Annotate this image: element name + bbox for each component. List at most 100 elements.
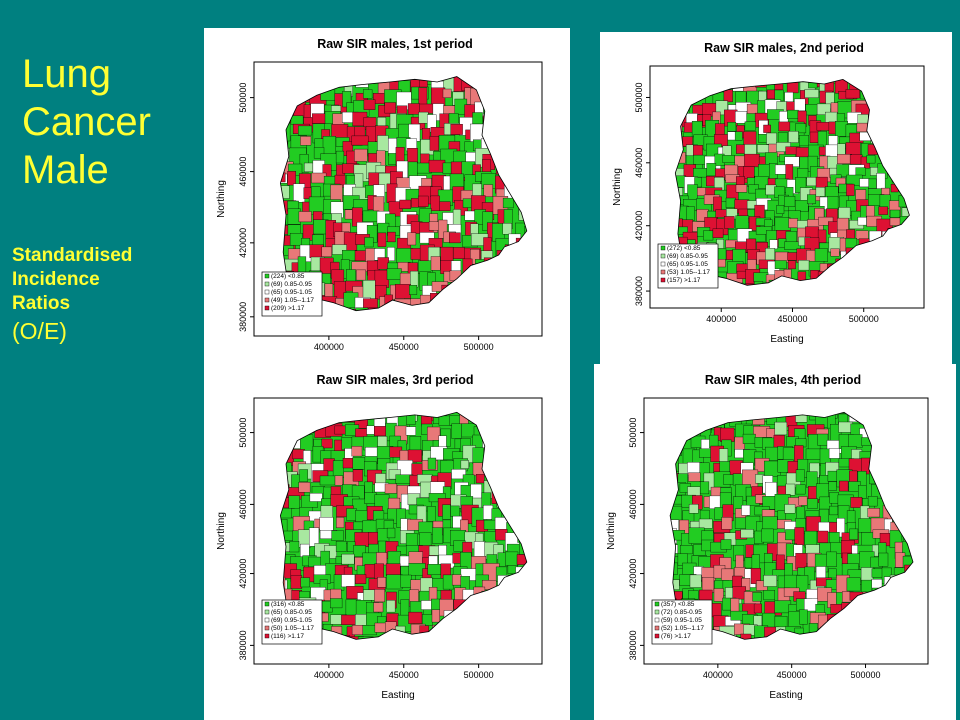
district bbox=[257, 104, 268, 119]
district bbox=[877, 247, 888, 261]
district bbox=[472, 400, 483, 409]
district bbox=[859, 178, 870, 188]
district bbox=[867, 253, 879, 266]
district bbox=[420, 294, 432, 307]
y-axis-label: Northing bbox=[216, 180, 227, 218]
district bbox=[515, 100, 525, 110]
district bbox=[269, 135, 277, 150]
district bbox=[694, 68, 709, 76]
district bbox=[736, 296, 745, 313]
district bbox=[762, 516, 778, 530]
district bbox=[363, 89, 373, 99]
district bbox=[909, 270, 910, 283]
district bbox=[395, 310, 405, 311]
district bbox=[309, 79, 323, 91]
district bbox=[495, 286, 507, 304]
district bbox=[788, 131, 799, 143]
district bbox=[911, 533, 913, 544]
district bbox=[742, 433, 756, 444]
map-svg-2: Raw SIR males, 2nd period 380000 420000 460… bbox=[612, 41, 925, 345]
district bbox=[454, 623, 467, 639]
district bbox=[300, 76, 318, 81]
district bbox=[798, 79, 810, 82]
district bbox=[724, 216, 735, 229]
district bbox=[450, 320, 463, 338]
district bbox=[828, 568, 837, 579]
district bbox=[846, 577, 861, 592]
district bbox=[784, 196, 796, 207]
district bbox=[331, 626, 343, 640]
district bbox=[518, 438, 527, 451]
district bbox=[878, 437, 891, 451]
district bbox=[705, 293, 718, 305]
district bbox=[855, 167, 866, 176]
district bbox=[850, 279, 861, 286]
district bbox=[866, 263, 875, 281]
district bbox=[280, 415, 294, 425]
district bbox=[719, 448, 729, 462]
district bbox=[665, 291, 677, 301]
district bbox=[494, 114, 512, 127]
district bbox=[464, 412, 476, 414]
district bbox=[768, 79, 784, 84]
district bbox=[385, 563, 401, 576]
district bbox=[506, 128, 523, 142]
district bbox=[287, 412, 301, 430]
district bbox=[504, 577, 520, 594]
district bbox=[481, 492, 491, 508]
district bbox=[657, 174, 669, 185]
district bbox=[675, 136, 683, 151]
district bbox=[887, 100, 903, 116]
district bbox=[269, 498, 277, 514]
district bbox=[697, 187, 707, 196]
district bbox=[299, 323, 315, 342]
district bbox=[748, 79, 765, 86]
district bbox=[322, 136, 336, 155]
district bbox=[506, 461, 518, 481]
district bbox=[256, 164, 269, 183]
district bbox=[867, 508, 880, 518]
district bbox=[659, 563, 668, 580]
district bbox=[901, 628, 911, 640]
district bbox=[670, 427, 684, 446]
district bbox=[797, 168, 809, 179]
district bbox=[663, 80, 670, 96]
district bbox=[675, 79, 680, 89]
legend-label: (65) 0.95-1.05 bbox=[271, 289, 312, 296]
district bbox=[735, 184, 748, 193]
district bbox=[675, 88, 687, 98]
district bbox=[873, 649, 882, 662]
district bbox=[870, 412, 888, 428]
district bbox=[795, 484, 806, 495]
district bbox=[256, 186, 270, 200]
district bbox=[515, 76, 527, 92]
district bbox=[504, 497, 514, 517]
district bbox=[409, 647, 419, 656]
district bbox=[880, 422, 892, 441]
district bbox=[788, 218, 798, 228]
map-panel-3: Raw SIR males, 3rd period 380000 420000 460… bbox=[204, 364, 570, 720]
district bbox=[850, 412, 865, 417]
district bbox=[880, 604, 890, 622]
district bbox=[280, 185, 290, 199]
district bbox=[900, 651, 916, 661]
district bbox=[869, 241, 884, 250]
district bbox=[896, 152, 907, 165]
district bbox=[291, 645, 307, 663]
district bbox=[520, 317, 534, 334]
district bbox=[451, 423, 462, 439]
district bbox=[916, 545, 930, 563]
district bbox=[442, 76, 459, 79]
district bbox=[441, 284, 454, 300]
district bbox=[905, 462, 913, 479]
district bbox=[752, 592, 762, 602]
district bbox=[897, 89, 910, 100]
x-axis-label: Easting bbox=[769, 690, 802, 701]
district bbox=[655, 221, 667, 234]
district bbox=[858, 238, 870, 255]
y-axis-label: Northing bbox=[612, 168, 623, 206]
district bbox=[859, 609, 869, 628]
district bbox=[376, 76, 390, 79]
district bbox=[280, 76, 294, 90]
district bbox=[462, 258, 473, 277]
